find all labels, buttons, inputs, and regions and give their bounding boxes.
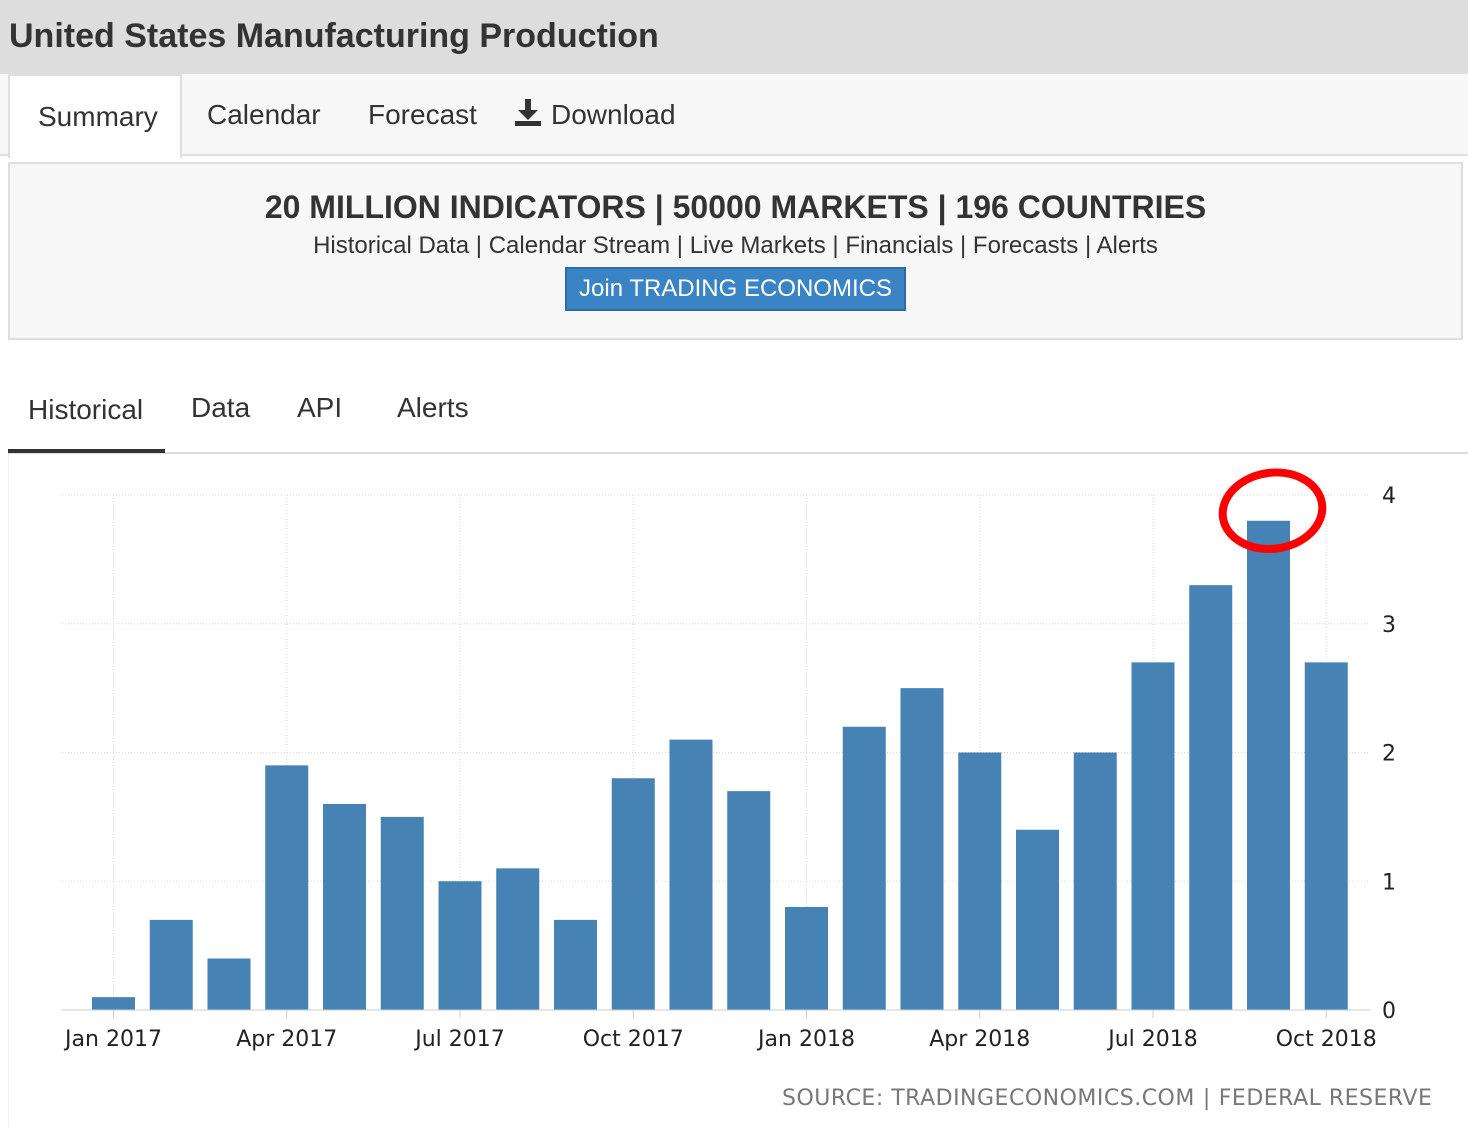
bar bbox=[1016, 829, 1059, 1010]
bar bbox=[265, 765, 309, 1010]
bar bbox=[496, 868, 540, 1010]
promo-headline: 20 MILLION INDICATORS | 50000 MARKETS | … bbox=[264, 189, 1207, 225]
y-tick-label: 0 bbox=[1382, 999, 1396, 1024]
x-tick-label: Oct 2018 bbox=[1276, 1027, 1377, 1052]
bar bbox=[380, 816, 424, 1010]
x-tick-label: Jul 2017 bbox=[413, 1027, 505, 1052]
x-tick-label: Apr 2018 bbox=[929, 1027, 1030, 1052]
y-tick-label: 2 bbox=[1382, 742, 1396, 767]
source-site[interactable]: SOURCE: TRADINGECONOMICS.COM bbox=[782, 1086, 1195, 1111]
bar bbox=[438, 881, 482, 1010]
source-separator: | bbox=[1202, 1086, 1211, 1111]
y-tick-label: 3 bbox=[1382, 613, 1396, 638]
bar bbox=[554, 919, 597, 1010]
join-button[interactable]: Join TRADING ECONOMICS bbox=[565, 267, 906, 311]
bar bbox=[1247, 520, 1290, 1010]
promo-banner: 20 MILLION INDICATORS | 50000 MARKETS | … bbox=[8, 162, 1463, 340]
tab-download[interactable]: Download bbox=[515, 74, 676, 156]
page-title: United States Manufacturing Production bbox=[9, 17, 659, 55]
tab-data[interactable]: Data bbox=[191, 392, 251, 423]
tab-api[interactable]: API bbox=[297, 392, 343, 423]
download-icon bbox=[515, 98, 541, 126]
bar bbox=[900, 688, 944, 1010]
promo-links[interactable]: Historical Data | Calendar Stream | Live… bbox=[313, 232, 1158, 259]
bar bbox=[207, 958, 251, 1010]
tab-summary[interactable]: Summary bbox=[8, 74, 182, 158]
active-tab-indicator bbox=[8, 449, 165, 453]
x-tick-label: Jan 2018 bbox=[756, 1027, 855, 1052]
bar bbox=[611, 778, 655, 1010]
tab-alerts[interactable]: Alerts bbox=[397, 392, 469, 423]
bar bbox=[1304, 662, 1348, 1010]
chart-tabs: Historical Data API Alerts bbox=[8, 372, 1468, 454]
tab-download-label: Download bbox=[551, 99, 676, 130]
x-tick-label: Jan 2017 bbox=[63, 1027, 162, 1052]
chart-panel bbox=[8, 454, 1466, 1127]
bar bbox=[727, 791, 771, 1010]
x-tick-label: Oct 2017 bbox=[583, 1027, 684, 1052]
x-tick-label: Jul 2018 bbox=[1106, 1027, 1198, 1052]
tab-calendar[interactable]: Calendar bbox=[207, 99, 321, 130]
bar bbox=[1073, 752, 1117, 1010]
bar bbox=[958, 752, 1002, 1010]
tab-historical[interactable]: Historical bbox=[28, 394, 144, 425]
bar bbox=[1189, 585, 1233, 1010]
source-provider[interactable]: FEDERAL RESERVE bbox=[1218, 1086, 1433, 1111]
highlight-circle-annotation bbox=[1218, 468, 1327, 554]
x-tick-label: Apr 2017 bbox=[236, 1027, 337, 1052]
bar bbox=[785, 907, 828, 1010]
bar bbox=[92, 997, 135, 1010]
y-tick-label: 4 bbox=[1382, 484, 1396, 509]
tab-forecast[interactable]: Forecast bbox=[368, 99, 477, 130]
y-tick-label: 1 bbox=[1382, 870, 1396, 895]
top-tabs: Summary Calendar Forecast Download bbox=[0, 74, 1468, 158]
bar bbox=[323, 804, 366, 1010]
bar bbox=[1131, 662, 1175, 1010]
bar bbox=[842, 726, 886, 1010]
bar-chart: 0 1 2 3 4 Jan 2017 Apr 2017 Jul 2017 Oct 2017 Jan… bbox=[62, 468, 1396, 1052]
chart-source: SOURCE: TRADINGECONOMICS.COM | FEDERAL RES… bbox=[782, 1086, 1432, 1111]
bar bbox=[669, 739, 713, 1010]
title-bar: United States Manufacturing Production bbox=[0, 0, 1468, 74]
bar bbox=[149, 919, 193, 1010]
